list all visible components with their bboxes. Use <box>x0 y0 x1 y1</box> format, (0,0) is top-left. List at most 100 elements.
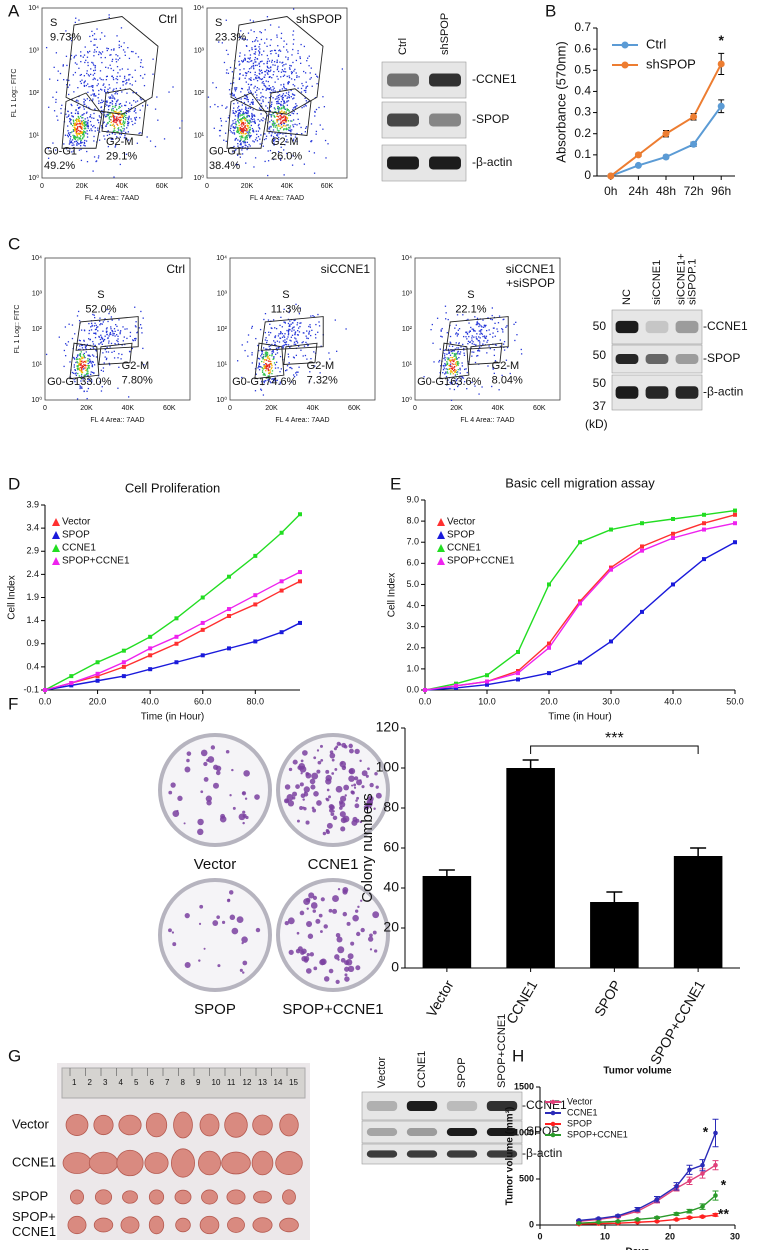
event-dot <box>70 141 73 143</box>
data-point <box>578 599 582 604</box>
event-dot <box>258 358 261 360</box>
band-label: -CCNE1 <box>703 319 748 333</box>
flow-x-tick: 0 <box>228 405 232 412</box>
event-dot <box>457 351 459 353</box>
event-dot <box>284 88 286 90</box>
event-dot <box>291 328 293 330</box>
event-dot <box>110 342 113 345</box>
event-dot <box>84 374 87 376</box>
event-dot <box>79 348 81 350</box>
event-dot <box>111 94 113 96</box>
event-dot <box>72 356 75 359</box>
event-dot <box>296 140 298 143</box>
event-dot <box>287 83 289 85</box>
event-dot <box>122 127 124 130</box>
event-dot <box>266 339 268 342</box>
event-dot <box>247 89 249 91</box>
event-dot <box>479 346 481 348</box>
event-dot <box>111 124 113 127</box>
event-dot <box>122 115 124 118</box>
event-dot <box>123 125 125 127</box>
event-dot <box>92 86 94 88</box>
event-dot <box>286 117 289 119</box>
ruler-number: 12 <box>243 1078 252 1087</box>
event-dot <box>457 364 459 366</box>
event-dot <box>79 145 82 147</box>
event-dot <box>449 373 452 375</box>
event-dot <box>116 82 118 84</box>
ruler-number: 2 <box>88 1078 93 1087</box>
colony <box>287 800 295 807</box>
event-dot <box>73 55 76 58</box>
legend-marker <box>621 41 629 49</box>
event-dot <box>67 125 69 127</box>
event-dot <box>240 124 242 126</box>
colony <box>243 770 250 777</box>
event-dot <box>497 330 499 333</box>
event-dot <box>461 362 463 364</box>
event-dot <box>113 328 116 330</box>
flow-y-tick: 10³ <box>29 47 40 54</box>
tumor <box>253 1190 272 1204</box>
event-dot <box>261 350 264 353</box>
event-dot <box>267 355 269 357</box>
event-dot <box>266 354 268 356</box>
event-dot <box>242 128 244 130</box>
event-dot <box>57 70 59 72</box>
event-dot <box>465 336 467 338</box>
colony <box>344 794 347 797</box>
event-dot <box>76 358 78 360</box>
event-dot <box>77 372 79 375</box>
event-dot <box>264 352 266 354</box>
event-dot <box>466 331 468 333</box>
event-dot <box>157 119 159 121</box>
event-dot <box>477 349 479 352</box>
event-dot <box>112 97 114 99</box>
event-dot <box>256 64 258 67</box>
event-dot <box>286 343 288 346</box>
data-point <box>547 671 551 676</box>
event-dot <box>119 57 121 59</box>
x-tick-label: 48h <box>656 184 676 198</box>
event-dot <box>452 373 454 375</box>
event-dot <box>232 82 235 84</box>
event-dot <box>106 75 108 77</box>
event-dot <box>319 124 321 126</box>
colony <box>335 745 339 749</box>
event-dot <box>283 335 285 337</box>
event-dot <box>98 155 100 157</box>
event-dot <box>123 80 125 83</box>
event-dot <box>82 361 84 364</box>
blot-band <box>486 1100 518 1112</box>
event-dot <box>103 339 105 341</box>
event-dot <box>492 336 494 338</box>
event-dot <box>490 318 492 320</box>
event-dot <box>240 135 242 137</box>
event-dot <box>288 95 290 97</box>
blot-band <box>675 386 699 399</box>
event-dot <box>479 333 481 335</box>
event-dot <box>72 119 74 121</box>
y-tick-label: 2.9 <box>26 546 39 556</box>
event-dot <box>83 355 85 357</box>
event-dot <box>68 134 71 136</box>
event-dot <box>467 340 470 343</box>
data-point <box>690 140 698 148</box>
event-dot <box>293 329 295 331</box>
event-dot <box>496 328 498 330</box>
event-dot <box>73 144 75 146</box>
event-dot <box>105 125 107 127</box>
event-dot <box>86 56 89 58</box>
event-dot <box>244 144 246 146</box>
legend-marker <box>437 557 445 565</box>
event-dot <box>87 362 89 365</box>
event-dot <box>271 370 274 372</box>
event-dot <box>77 348 80 351</box>
event-dot <box>70 140 72 142</box>
data-point <box>671 536 675 540</box>
event-dot <box>63 365 65 368</box>
event-dot <box>266 357 269 359</box>
event-dot <box>76 144 78 146</box>
event-dot <box>110 121 112 124</box>
event-dot <box>124 118 127 121</box>
